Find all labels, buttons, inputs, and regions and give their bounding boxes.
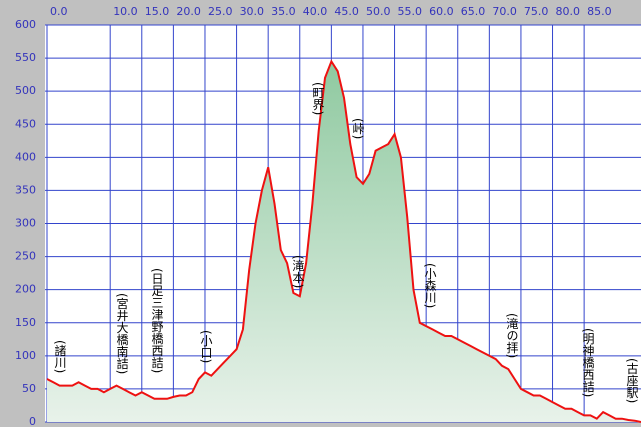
x-tick-label: 35.0 xyxy=(271,5,296,18)
annotation: (滝本) xyxy=(291,255,305,288)
x-tick-label: 55.0 xyxy=(398,5,423,18)
y-tick-label: 0 xyxy=(29,415,36,427)
y-tick-label: 350 xyxy=(15,183,36,196)
y-tick-label: 100 xyxy=(15,349,36,362)
annotation: (諸川) xyxy=(53,340,67,373)
annotation: (峠) xyxy=(351,118,365,139)
x-tick-label: 75.0 xyxy=(524,5,549,18)
y-tick-label: 450 xyxy=(15,117,36,130)
y-tick-label: 300 xyxy=(15,217,36,230)
x-tick-label: 0.0 xyxy=(50,5,68,18)
y-tick-label: 250 xyxy=(15,250,36,263)
area xyxy=(47,61,641,423)
annotation: (滝の拝) xyxy=(505,313,519,358)
annotation: (日足三津野橋西詰) xyxy=(150,268,164,373)
x-tick-label: 70.0 xyxy=(492,5,517,18)
x-tick-label: 30.0 xyxy=(240,5,265,18)
y-tick-label: 150 xyxy=(15,316,36,329)
x-tick-label: 60.0 xyxy=(429,5,454,18)
y-tick-label: 400 xyxy=(15,150,36,163)
x-tick-label: 25.0 xyxy=(208,5,233,18)
annotation: (宮井大橋南詰) xyxy=(115,293,129,374)
y-tick-label: 550 xyxy=(15,51,36,64)
x-tick-label: 65.0 xyxy=(461,5,486,18)
x-tick-label: 45.0 xyxy=(334,5,359,18)
x-tick-label: 80.0 xyxy=(556,5,581,18)
x-tick-label: 10.0 xyxy=(113,5,138,18)
x-tick-label: 85.0 xyxy=(587,5,612,18)
x-tick-label: 50.0 xyxy=(366,5,391,18)
annotation: (小森川) xyxy=(423,263,437,308)
y-tick-label: 50 xyxy=(22,382,36,395)
annotation: (古座駅) xyxy=(625,358,639,403)
x-tick-label: 40.0 xyxy=(303,5,328,18)
y-tick-label: 600 xyxy=(15,18,36,31)
annotation: (町界) xyxy=(311,82,325,115)
y-tick-label: 500 xyxy=(15,84,36,97)
line xyxy=(46,59,641,423)
annotation: (明神橋西詰) xyxy=(581,328,595,397)
x-tick-label: 15.0 xyxy=(145,5,170,18)
annotation: (小口) xyxy=(199,330,213,363)
x-tick-label: 20.0 xyxy=(176,5,201,18)
y-tick-label: 200 xyxy=(15,283,36,296)
